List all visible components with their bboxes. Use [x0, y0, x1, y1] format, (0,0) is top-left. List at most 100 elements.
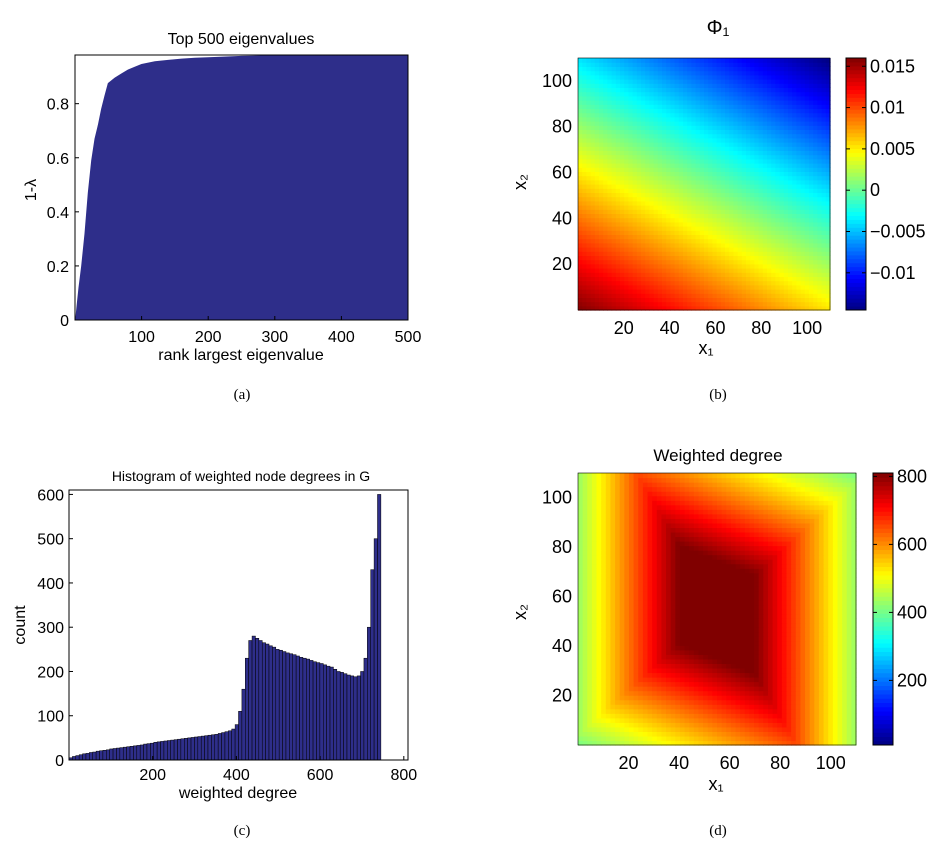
heatmap-cell	[767, 154, 772, 160]
heatmap-cell	[619, 663, 625, 669]
heatmap-cell	[594, 251, 600, 256]
heatmap-cell	[653, 154, 659, 160]
heatmap-cell	[821, 247, 827, 252]
heatmap-cell	[649, 280, 655, 286]
heatmap-cell	[619, 708, 625, 714]
heatmap-cell	[674, 95, 680, 101]
heatmap-cell	[795, 690, 801, 696]
heatmap-cell	[800, 667, 806, 674]
heatmap-cell	[594, 104, 600, 109]
heatmap-cell	[636, 112, 642, 118]
heatmap-cell	[670, 91, 676, 97]
heatmap-cell	[689, 740, 695, 746]
heatmap-cell	[656, 704, 662, 710]
heatmap-cell	[590, 108, 596, 114]
heatmap-cell	[725, 184, 730, 189]
heatmap-cell	[758, 658, 764, 664]
heatmap-cell	[767, 104, 772, 109]
heatmap-cell	[657, 171, 663, 177]
heatmap-cell	[771, 79, 776, 84]
heatmap-cell	[707, 735, 713, 742]
heatmap-cell	[716, 213, 722, 219]
heatmap-cell	[699, 293, 705, 298]
heatmap-cell	[662, 121, 667, 126]
heatmap-cell	[762, 58, 768, 63]
heatmap-cell	[754, 251, 760, 256]
heatmap-cell	[704, 209, 709, 214]
heatmap-cell	[725, 133, 730, 139]
heatmap-cell	[666, 717, 672, 723]
heatmap-cell	[741, 242, 747, 248]
heatmap-cell	[800, 200, 806, 206]
heatmap-cell	[670, 272, 676, 277]
heatmap-cell	[809, 137, 814, 143]
heatmap-cell	[586, 175, 592, 181]
heatmap-cell	[741, 192, 747, 198]
heatmap-cell	[804, 83, 810, 88]
heatmap-cell	[590, 83, 596, 88]
heatmap-cell	[578, 142, 583, 147]
heatmap-cell	[775, 238, 781, 244]
heatmap-cell	[657, 83, 663, 88]
histogram-bar	[261, 642, 266, 761]
heatmap-cell	[746, 213, 751, 219]
heatmap-cell	[750, 154, 755, 160]
heatmap-cell	[800, 238, 806, 244]
heatmap-cell	[596, 663, 602, 669]
heatmap-cell	[620, 200, 625, 206]
heatmap-cell	[603, 188, 608, 193]
heatmap-cell	[754, 276, 760, 282]
heatmap-cell	[657, 209, 663, 214]
heatmap-cell	[741, 167, 747, 172]
heatmap-cell	[652, 699, 658, 705]
heatmap-cell	[781, 677, 788, 683]
heatmap-cell	[699, 83, 705, 88]
heatmap-cell	[670, 83, 676, 88]
heatmap-cell	[779, 112, 785, 118]
heatmap-cell	[721, 708, 727, 714]
heatmap-cell	[620, 297, 625, 303]
heatmap-cell	[809, 121, 814, 126]
heatmap-cell	[821, 175, 827, 181]
heatmap-cell	[601, 735, 607, 742]
heatmap-cell	[649, 205, 655, 210]
histogram-bar	[167, 740, 171, 761]
heatmap-cell	[642, 708, 649, 714]
heatmap-cell	[781, 722, 788, 728]
heatmap-cell	[805, 717, 811, 723]
heatmap-cell	[771, 121, 776, 126]
heatmap-cell	[674, 150, 680, 156]
heatmap-cell	[758, 58, 764, 63]
heatmap-cell	[666, 735, 672, 742]
heatmap-cell	[716, 251, 722, 256]
heatmap-cell	[607, 100, 613, 105]
heatmap-cell	[687, 66, 692, 72]
heatmap-cell	[788, 234, 793, 240]
heatmap-cell	[708, 70, 713, 76]
heatmap-cell	[796, 179, 802, 185]
heatmap-cell	[846, 722, 852, 728]
heatmap-cell	[712, 242, 718, 248]
heatmap-cell	[744, 672, 751, 678]
heatmap-cell	[662, 297, 667, 303]
heatmap-cell	[632, 259, 638, 265]
heatmap-cell	[746, 83, 751, 88]
histogram-bar	[119, 747, 124, 761]
heatmap-cell	[762, 301, 768, 307]
y-tick-label: 0.2	[47, 259, 69, 276]
heatmap-cell	[633, 663, 639, 669]
heatmap-cell	[628, 192, 634, 198]
heatmap-cell	[628, 217, 634, 223]
heatmap-cell	[624, 690, 630, 696]
colorbar-segment	[846, 243, 866, 248]
heatmap-cell	[746, 79, 751, 84]
heatmap-cell	[624, 133, 629, 139]
heatmap-cell	[712, 234, 718, 240]
heatmap-cell	[720, 263, 726, 269]
heatmap-cell	[792, 188, 797, 193]
heatmap-cell	[716, 137, 722, 143]
heatmap-cell	[720, 129, 726, 135]
heatmap-cell	[783, 66, 789, 72]
heatmap-cell	[788, 87, 793, 93]
